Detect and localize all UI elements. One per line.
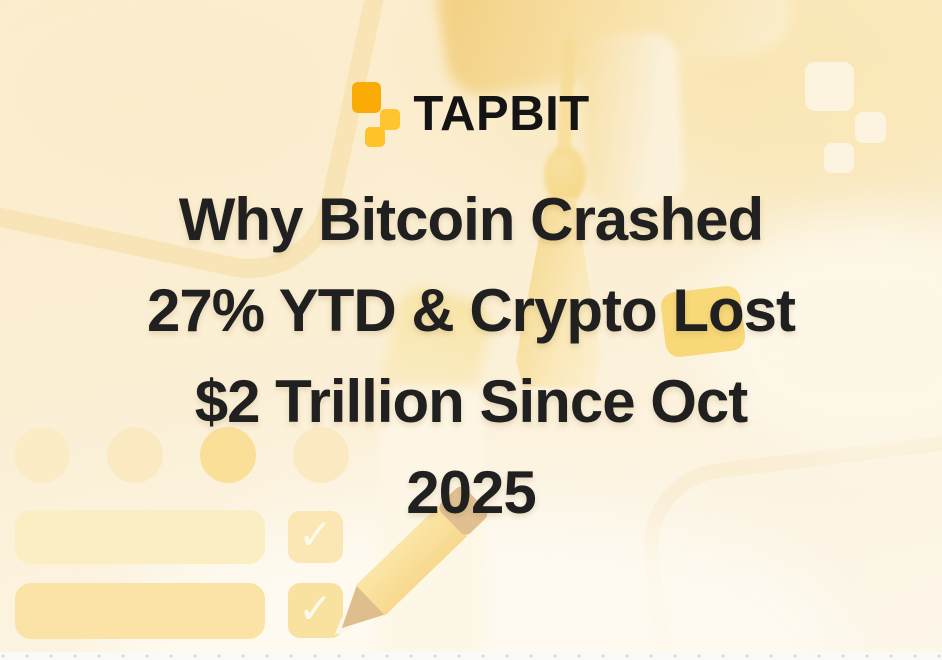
title-line-3: $2 Trillion Since Oct: [194, 368, 749, 435]
logo-square-medium: [380, 108, 401, 130]
tapbit-logo: TAPBIT: [0, 80, 942, 148]
checklist-row-bar: [15, 583, 265, 639]
tapbit-wordmark: TAPBIT: [413, 87, 590, 141]
tassel-knob: [544, 146, 586, 204]
watermark-logo-square-large: [805, 62, 854, 111]
logo-square-large: [352, 81, 382, 113]
title-line-1: Why Bitcoin Crashed: [178, 186, 764, 253]
checkmark-icon: ✓: [297, 511, 334, 558]
title-line-4: 2025: [406, 459, 536, 526]
checkmark-icon: ✓: [297, 584, 334, 632]
checkbox-checked-icon: ✓: [288, 583, 343, 638]
article-title: Why Bitcoin Crashed 27% YTD & Crypto Los…: [0, 174, 942, 538]
title-line-2: 27% YTD & Crypto Lost: [147, 277, 796, 344]
watermark-logo-square-medium: [855, 112, 886, 143]
checklist-circle: [293, 427, 349, 483]
watermark-logo-square-small: [824, 143, 854, 173]
checklist-row-bar: [15, 510, 265, 564]
checklist-circle: [14, 427, 70, 483]
logo-square-small: [365, 126, 386, 147]
checklist-circle-highlighted: [200, 427, 256, 483]
dotted-page-edge: [0, 652, 942, 660]
checklist-circle: [107, 427, 163, 483]
tapbit-logo-icon: [352, 81, 401, 147]
checkbox-checked-icon: ✓: [288, 511, 343, 563]
